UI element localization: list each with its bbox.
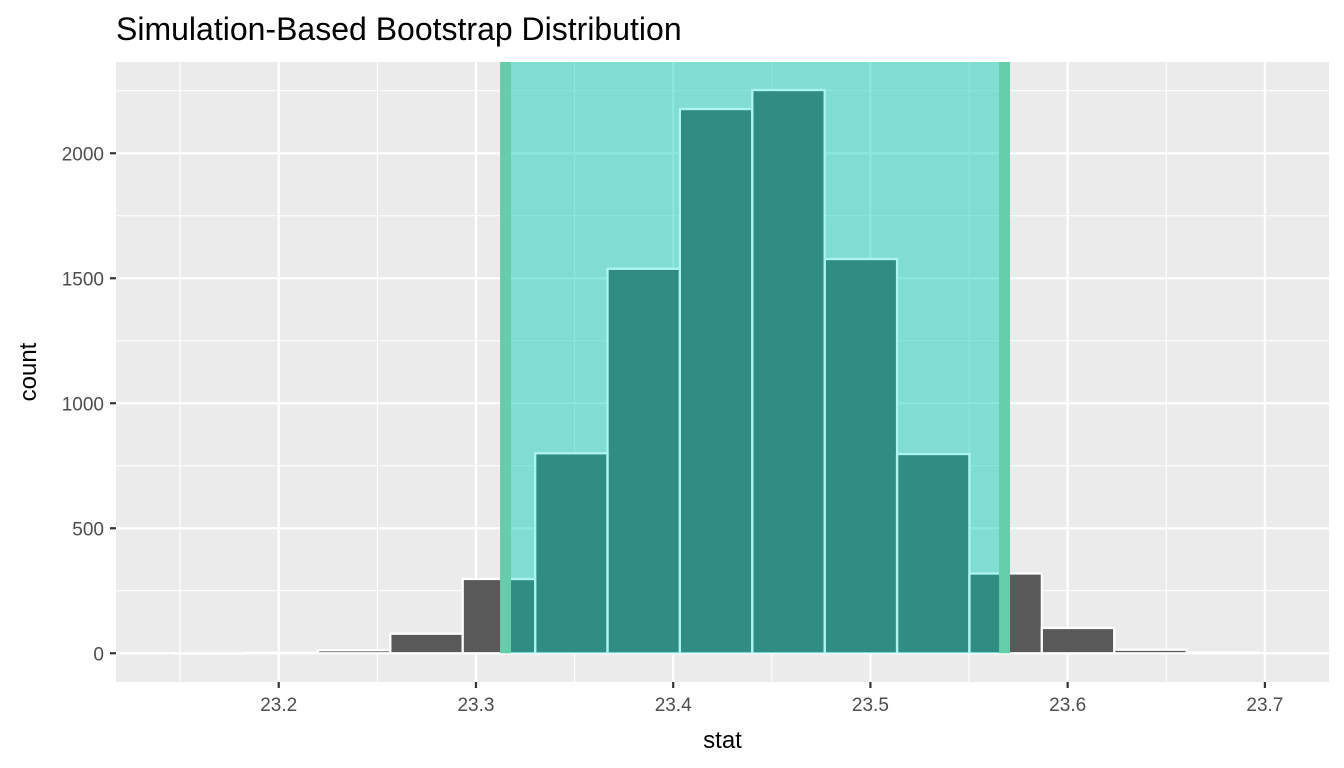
histogram-bar: [751, 88, 826, 655]
x-tick-label: 23.2: [260, 695, 297, 716]
chart-title: Simulation-Based Bootstrap Distribution: [116, 11, 682, 47]
ci-shading: [505, 62, 1005, 654]
x-axis-ticks: 23.2 23.3 23.4 23.5 23.6 23.7: [260, 682, 1283, 716]
x-tick-label: 23.5: [852, 695, 889, 716]
bar-outline-in-ci: [968, 572, 1005, 654]
histogram-bar: [1113, 648, 1188, 655]
y-axis-ticks: 0 500 1000 1500 2000: [62, 144, 116, 665]
histogram-bars: [172, 88, 1261, 655]
confidence-interval: [500, 62, 1011, 654]
histogram-bar: [1040, 626, 1116, 655]
x-tick-label: 23.7: [1246, 695, 1283, 716]
histogram-bar: [172, 652, 247, 655]
histogram-bar: [1185, 651, 1261, 655]
y-tick-label: 1000: [62, 394, 104, 415]
y-tick-label: 500: [72, 519, 104, 540]
histogram-bar: [244, 651, 320, 655]
histogram-bar: [389, 632, 464, 655]
y-tick-label: 0: [93, 644, 104, 665]
histogram-bar: [316, 649, 392, 655]
y-tick-label: 2000: [62, 144, 104, 165]
histogram-bar: [823, 257, 899, 655]
x-tick-label: 23.4: [655, 695, 692, 716]
y-axis-title: count: [15, 342, 42, 401]
x-tick-label: 23.6: [1049, 695, 1086, 716]
x-axis-title: stat: [703, 727, 742, 754]
x-tick-label: 23.3: [457, 695, 494, 716]
histogram-bar: [895, 452, 971, 655]
y-tick-label: 1500: [62, 269, 104, 290]
bar-outline-in-ci: [895, 452, 971, 654]
